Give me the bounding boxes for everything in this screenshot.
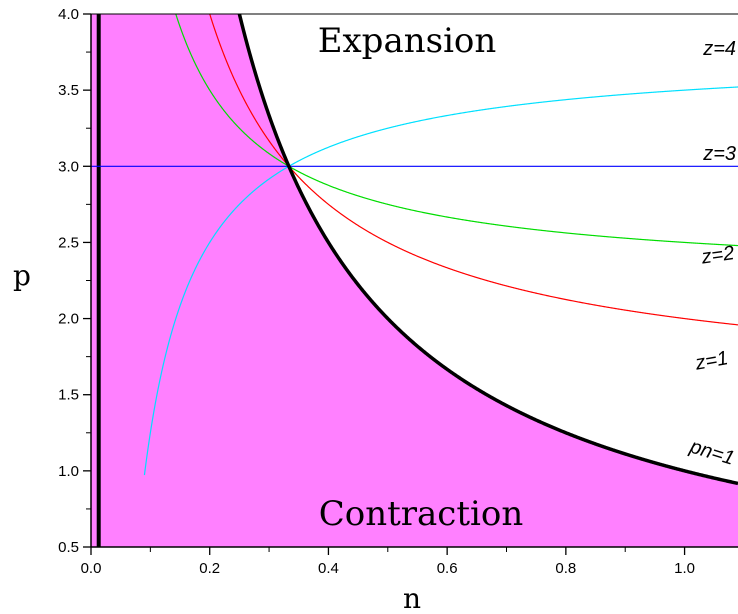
axis-ticks: 0.0 0.2 0.4 0.6 0.8 1.0 0.5 1.0 1.5 2.0 2.5 3.0 3.5 4…	[58, 6, 695, 577]
y-tick-label: 3.0	[58, 158, 79, 175]
y-tick-label: 4.0	[58, 6, 79, 23]
series-line-pn1	[237, 14, 738, 486]
x-axis-title: n	[403, 582, 421, 614]
series-line-z2	[175, 14, 738, 247]
x-tick-label: 0.2	[199, 560, 220, 577]
x-tick-label: 0.4	[318, 560, 339, 577]
contraction-region	[91, 14, 738, 547]
series-line-z1	[209, 14, 738, 326]
x-tick-label: 0.0	[81, 560, 102, 577]
x-tick-label: 0.8	[555, 560, 576, 577]
y-axis-title: p	[13, 259, 31, 292]
curve-label-pn1: pn=1	[686, 435, 736, 470]
x-tick-label: 1.0	[674, 560, 695, 577]
curve-label-z2: z=2	[699, 242, 736, 268]
curve-label-z3: z=3	[702, 143, 736, 165]
curve-label-z4: z=4	[702, 38, 736, 60]
series-line-z4	[143, 86, 738, 476]
x-tick-label: 0.6	[437, 560, 458, 577]
y-tick-label: 3.5	[58, 82, 79, 99]
plot-area	[91, 14, 738, 547]
y-tick-label: 2.0	[58, 311, 79, 328]
y-tick-label: 2.5	[58, 234, 79, 251]
y-tick-label: 1.0	[58, 463, 79, 480]
region-label-contraction: Contraction	[319, 494, 524, 534]
y-tick-label: 1.5	[58, 387, 79, 404]
region-label-expansion: Expansion	[318, 21, 497, 61]
y-tick-label: 0.5	[58, 539, 79, 556]
curve-label-z1: z=1	[693, 347, 730, 375]
